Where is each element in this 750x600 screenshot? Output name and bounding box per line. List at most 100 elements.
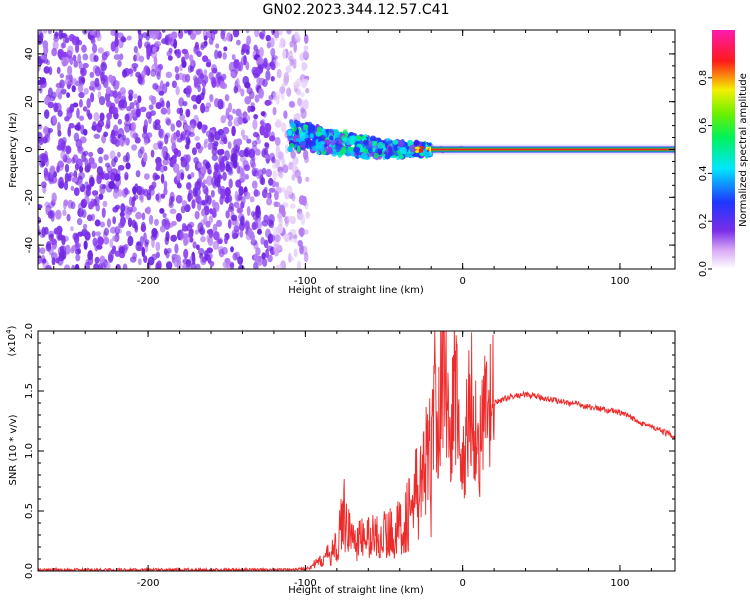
noise-speckle	[81, 151, 87, 163]
noise-speckle	[235, 77, 240, 88]
noise-speckle	[135, 108, 141, 118]
noise-speckle	[213, 231, 220, 241]
noise-speckle	[266, 245, 274, 252]
noise-speckle	[170, 133, 175, 145]
noise-speckle	[185, 85, 192, 95]
noise-speckle	[89, 176, 95, 187]
noise-speckle	[275, 95, 280, 105]
band-speckle	[299, 141, 307, 146]
noise-speckle	[45, 204, 52, 216]
noise-speckle	[73, 60, 79, 68]
noise-speckle	[113, 107, 119, 115]
noise-speckle	[246, 35, 252, 46]
noise-speckle	[93, 55, 99, 63]
noise-speckle	[51, 252, 58, 261]
line-core	[431, 148, 675, 151]
noise-speckle	[183, 237, 188, 247]
noise-speckle	[75, 42, 80, 54]
noise-speckle	[107, 253, 114, 263]
noise-speckle	[98, 96, 106, 106]
noise-speckle	[83, 195, 90, 205]
noise-speckle	[270, 234, 276, 242]
noise-speckle	[137, 258, 142, 266]
noise-speckle	[96, 32, 102, 42]
noise-speckle	[175, 85, 180, 96]
noise-speckle	[194, 180, 202, 191]
noise-speckle	[159, 225, 166, 233]
noise-speckle	[122, 155, 129, 163]
band-speckle	[334, 145, 342, 152]
noise-speckle	[52, 114, 57, 125]
noise-speckle	[238, 185, 244, 196]
noise-speckle	[177, 30, 184, 40]
noise-speckle	[140, 186, 145, 195]
noise-speckle	[231, 125, 236, 137]
noise-speckle	[127, 68, 134, 75]
noise-speckle	[161, 30, 166, 33]
noise-speckle	[183, 30, 188, 34]
band-speckle	[299, 132, 306, 140]
noise-speckle	[74, 124, 81, 131]
noise-speckle	[299, 244, 304, 255]
noise-speckle	[164, 236, 170, 246]
noise-speckle	[272, 107, 277, 116]
noise-speckle	[71, 176, 78, 183]
noise-speckle	[156, 72, 161, 80]
noise-speckle	[300, 108, 307, 119]
noise-speckle	[275, 61, 281, 68]
noise-speckle	[109, 238, 114, 248]
noise-speckle	[190, 123, 195, 134]
noise-speckle	[78, 75, 84, 82]
noise-speckle	[221, 82, 228, 90]
band-speckle	[309, 133, 314, 139]
noise-speckle	[211, 64, 218, 74]
y-tick-label: 0.5	[24, 503, 35, 519]
noise-speckle	[77, 179, 83, 188]
noise-speckle	[72, 232, 79, 241]
noise-speckle	[301, 61, 307, 67]
noise-speckle	[232, 252, 238, 261]
noise-speckle	[262, 258, 268, 267]
noise-speckle	[151, 30, 158, 40]
noise-speckle	[38, 245, 41, 255]
band-speckle	[289, 122, 296, 128]
noise-speckle	[116, 32, 124, 39]
noise-speckle	[208, 36, 214, 46]
y-tick-label: -40	[24, 237, 35, 253]
noise-speckle	[124, 187, 129, 196]
noise-speckle	[74, 263, 80, 269]
noise-speckle	[120, 203, 126, 213]
x-tick-label: -200	[137, 578, 160, 589]
noise-speckle	[63, 201, 67, 210]
noise-speckle	[155, 165, 161, 172]
noise-speckle	[71, 157, 76, 164]
noise-speckle	[210, 190, 215, 198]
noise-speckle	[232, 108, 236, 114]
noise-speckle	[124, 171, 129, 180]
noise-speckle	[151, 50, 158, 59]
noise-speckle	[297, 97, 302, 107]
noise-speckle	[273, 190, 279, 201]
noise-speckle	[252, 119, 258, 130]
noise-speckle	[207, 236, 214, 247]
band-speckle	[328, 128, 334, 133]
noise-speckle	[200, 235, 206, 243]
noise-speckle	[106, 218, 112, 228]
noise-speckle	[203, 141, 208, 149]
noise-speckle	[42, 30, 48, 34]
noise-speckle	[227, 141, 232, 150]
band-speckle	[367, 148, 373, 154]
noise-speckle	[252, 131, 259, 138]
noise-speckle	[70, 201, 76, 210]
noise-speckle	[81, 209, 87, 219]
noise-speckle	[274, 136, 281, 146]
noise-speckle	[160, 107, 168, 115]
noise-speckle	[94, 256, 100, 264]
noise-speckle	[230, 246, 234, 253]
band-speckle	[330, 138, 336, 146]
noise-speckle	[105, 261, 111, 269]
noise-speckle	[187, 30, 192, 36]
noise-speckle	[235, 108, 242, 117]
noise-speckle	[250, 233, 256, 242]
